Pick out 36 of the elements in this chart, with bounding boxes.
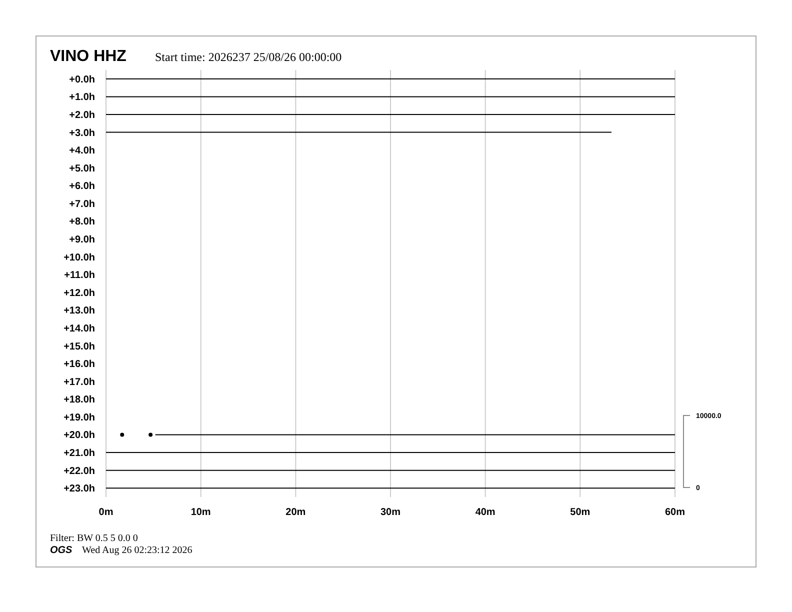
x-tick-label: 10m: [190, 507, 211, 518]
y-tick-label: +17.0h: [64, 376, 95, 388]
y-tick-label: +16.0h: [64, 359, 95, 370]
chart-title: VINO HHZ: [50, 48, 127, 65]
x-tick-label: 0m: [98, 507, 114, 518]
y-tick-label: +8.0h: [69, 216, 95, 228]
y-tick-label: +4.0h: [69, 146, 95, 157]
chart-subtitle: Start time: 2026237 25/08/26 00:00:00: [155, 50, 342, 64]
y-tick-label: +7.0h: [69, 198, 95, 210]
y-tick-label: +23.0h: [64, 484, 95, 495]
y-tick-label: +12.0h: [64, 288, 95, 299]
y-tick-label: +11.0h: [64, 270, 95, 282]
text: Filter: BW 0.5 5 0.0 0: [50, 533, 138, 544]
text: Wed Aug 26 02:23:12 2026: [82, 545, 192, 556]
x-tick-label: 40m: [475, 507, 496, 518]
y-tick-label: +3.0h: [69, 128, 95, 139]
y-tick-label: +5.0h: [69, 163, 95, 174]
y-tick-label: +10.0h: [64, 252, 95, 264]
x-tick-label: 30m: [380, 507, 401, 518]
y-tick-label: +15.0h: [64, 341, 95, 352]
y-tick-label: +18.0h: [64, 394, 95, 406]
y-tick-label: +14.0h: [64, 323, 95, 334]
y-tick-label: +22.0h: [64, 466, 95, 477]
y-tick-label: +0.0h: [69, 74, 95, 86]
text: OGS: [50, 545, 73, 556]
x-tick-label: 20m: [286, 507, 306, 518]
y-tick-label: +6.0h: [69, 181, 95, 192]
y-tick-label: +19.0h: [64, 412, 95, 424]
y-tick-label: +20.0h: [64, 430, 95, 442]
y-tick-label: +13.0h: [64, 306, 95, 317]
x-tick-label: 60m: [664, 507, 686, 518]
y-tick-label: +21.0h: [64, 448, 95, 460]
y-tick-label: +1.0h: [69, 92, 95, 104]
x-tick-label: 50m: [570, 507, 590, 518]
y-tick-label: +9.0h: [69, 234, 95, 246]
y-tick-label: +2.0h: [69, 110, 95, 121]
